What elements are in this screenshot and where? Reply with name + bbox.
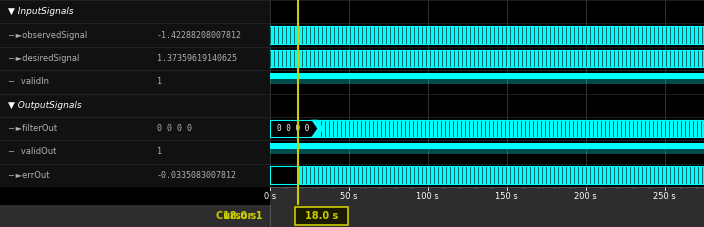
Bar [270,49,704,67]
Text: ─ ►observedSignal: ─ ►observedSignal [8,31,87,39]
Text: 100 s: 100 s [417,192,439,201]
Text: 0 0 0 0: 0 0 0 0 [156,124,191,133]
Text: 1: 1 [156,77,162,86]
Text: 18.0 s: 18.0 s [305,211,338,221]
Text: 18.0 s: 18.0 s [223,211,256,221]
Bar [270,166,298,184]
Text: 0 s: 0 s [264,192,276,201]
Text: ─   validIn: ─ validIn [8,77,49,86]
Bar [270,26,704,44]
Text: Cursor 1: Cursor 1 [216,211,263,221]
Text: 1: 1 [156,148,162,156]
Text: -1.42288208007812: -1.42288208007812 [156,31,241,39]
Text: ─ ►errOut: ─ ►errOut [8,171,49,180]
Text: ▼ OutputSignals: ▼ OutputSignals [8,101,82,110]
Text: 1.37359619140625: 1.37359619140625 [156,54,237,63]
Text: 250 s: 250 s [653,192,676,201]
FancyBboxPatch shape [295,207,348,225]
Text: ─ ►desiredSignal: ─ ►desiredSignal [8,54,80,63]
Text: -0.0335083007812: -0.0335083007812 [156,171,237,180]
Text: ─ ►filterOut: ─ ►filterOut [8,124,57,133]
Text: ─   validOut: ─ validOut [8,148,56,156]
Text: 200 s: 200 s [574,192,597,201]
Text: ▼ InputSignals: ▼ InputSignals [8,7,74,16]
Bar [318,120,704,137]
Text: 50 s: 50 s [340,192,358,201]
Polygon shape [311,120,324,137]
Text: 150 s: 150 s [496,192,518,201]
Bar [298,166,704,184]
Text: 0 0 0 0: 0 0 0 0 [277,124,310,133]
Bar [270,120,318,137]
